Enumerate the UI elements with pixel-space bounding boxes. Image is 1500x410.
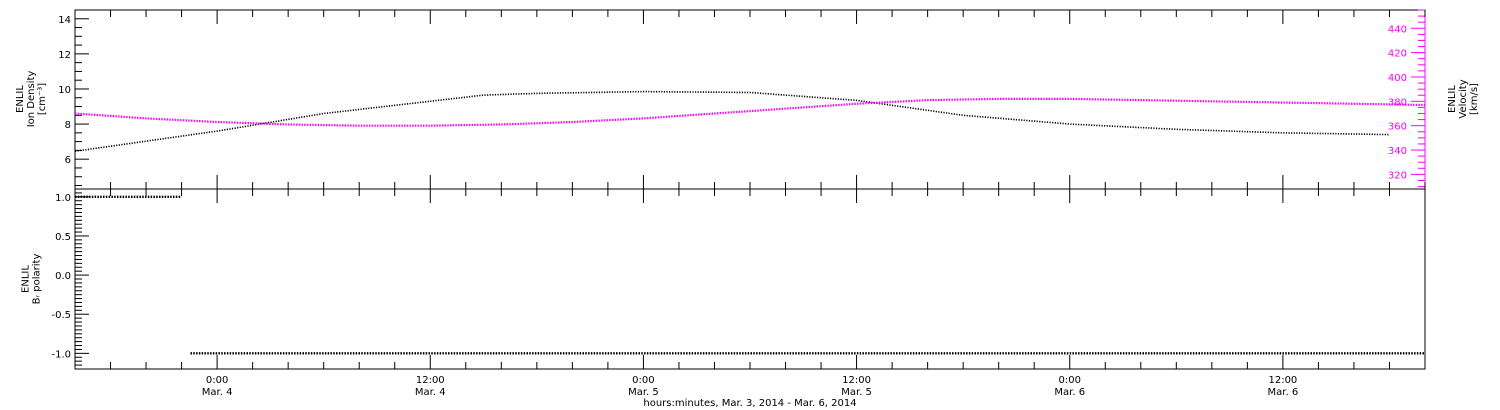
- density-axis-label-line: ENLIL: [15, 85, 26, 113]
- x-axis-title: hours:minutes, Mar. 3, 2014 - Mar. 6, 20…: [643, 398, 856, 409]
- x-date-label: Mar. 4: [202, 387, 233, 398]
- density-tick-label: 8: [65, 120, 71, 131]
- x-time-label: 0:00: [1059, 375, 1081, 386]
- polarity-tick-label: 0.0: [55, 271, 71, 282]
- velocity-tick-label: 420: [1388, 49, 1407, 60]
- top-panel-series: [74, 90, 1426, 153]
- density-tick-label: 10: [58, 85, 71, 96]
- density-tick-label: 6: [65, 155, 71, 166]
- velocity-axis-label-line: [km/s]: [1469, 83, 1480, 115]
- bottom-panel-series: [75, 195, 1425, 355]
- x-date-label: Mar. 5: [841, 387, 872, 398]
- polarity-tick-label: -1.0: [51, 349, 71, 360]
- polarity-axis-label: ENLIL Bᵣ polarity: [21, 254, 43, 305]
- density-tick-label: 14: [58, 15, 71, 26]
- x-date-label: Mar. 4: [415, 387, 446, 398]
- x-time-label: 12:00: [1268, 375, 1297, 386]
- x-time-label: 0:00: [206, 375, 228, 386]
- velocity-tick-label: 340: [1388, 146, 1407, 157]
- velocity-series: [74, 97, 1426, 127]
- polarity-tick-label: 0.5: [55, 232, 71, 243]
- top-panel-frame: [74, 9, 1426, 190]
- density-axis-label-line: Ion Density: [26, 71, 37, 128]
- polarity-axis-label-line: Bᵣ polarity: [32, 254, 43, 305]
- bottom-panel-frame: [74, 188, 1426, 370]
- density-series: [74, 90, 1390, 153]
- velocity-tick-label: 360: [1388, 122, 1407, 133]
- velocity-tick-label: 400: [1388, 73, 1407, 84]
- velocity-tick-label: 320: [1388, 170, 1407, 181]
- velocity-axis-label-line: Velocity: [1458, 79, 1469, 118]
- density-axis-label-line: [cm⁻³]: [37, 83, 48, 115]
- polarity-tick-label: 1.0: [55, 193, 71, 204]
- top-panel-velocity-ticks: 320 340 360 380 400 420 440: [1388, 9, 1425, 188]
- velocity-tick-label: 380: [1388, 97, 1407, 108]
- density-tick-label: 12: [58, 50, 71, 61]
- density-axis-label: ENLIL Ion Density [cm⁻³]: [15, 71, 48, 128]
- bottom-panel-ticks: -1.0 -0.5 0.0 0.5 1.0: [51, 188, 89, 370]
- velocity-tick-label: 440: [1388, 24, 1407, 35]
- velocity-axis-label: ENLIL Velocity [km/s]: [1447, 79, 1480, 118]
- x-date-label: Mar. 5: [628, 387, 659, 398]
- x-time-label: 12:00: [842, 375, 871, 386]
- x-time-label: 12:00: [416, 375, 445, 386]
- polarity-tick-label: -0.5: [51, 310, 71, 321]
- x-date-label: Mar. 6: [1054, 387, 1085, 398]
- x-time-label: 0:00: [632, 375, 654, 386]
- x-date-label: Mar. 6: [1268, 387, 1299, 398]
- polarity-axis-label-line: ENLIL: [21, 265, 32, 293]
- top-panel-ticks: 6 8 10 12 14: [58, 9, 89, 186]
- velocity-axis-label-line: ENLIL: [1447, 85, 1458, 113]
